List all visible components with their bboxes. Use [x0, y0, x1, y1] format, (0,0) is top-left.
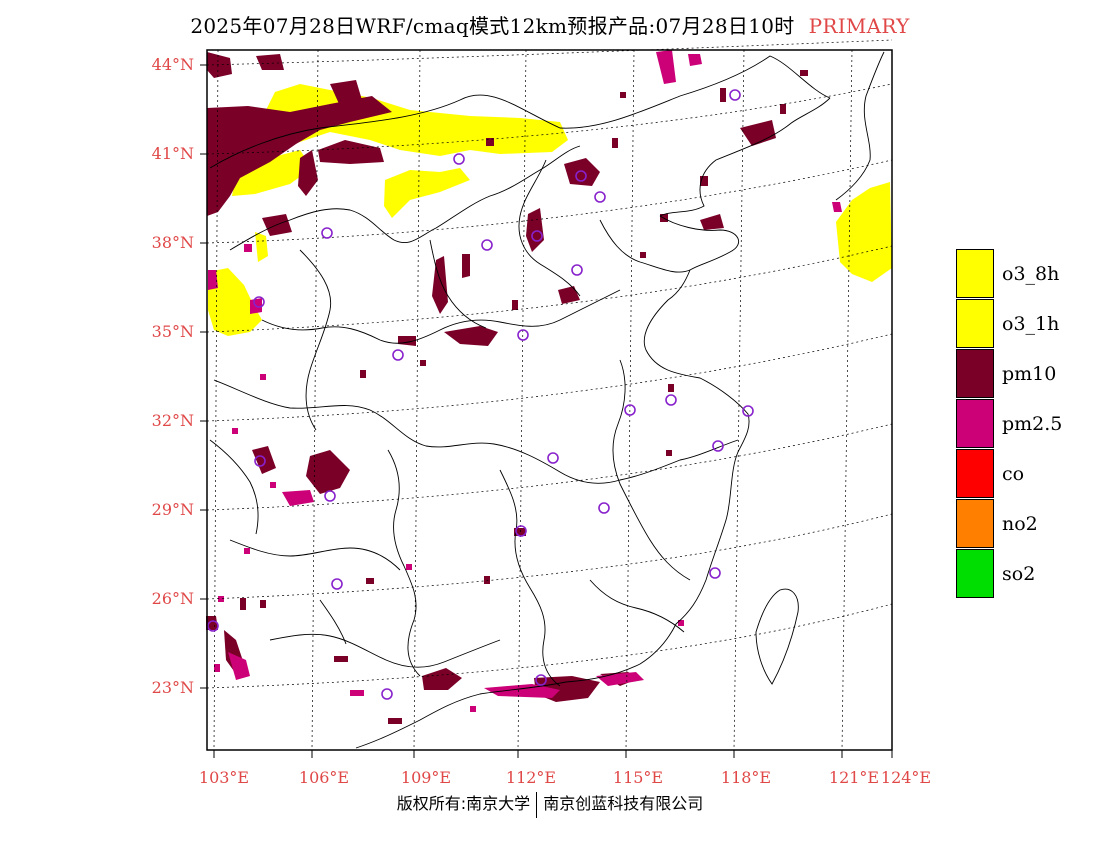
map-frame	[206, 49, 893, 751]
pollutant-legend: o3_8h o3_1h pm10 pm2.5 co no2 so2	[956, 249, 1076, 599]
lon-label-124e: 124°E	[880, 768, 932, 787]
boundary-lines	[209, 51, 885, 749]
legend-item-co: co	[956, 449, 1076, 499]
lat-label-41n: 41°N	[151, 144, 194, 163]
lat-label-26n: 26°N	[151, 589, 194, 608]
graticule	[206, 39, 893, 751]
legend-label: co	[1002, 463, 1025, 485]
lon-label-106e: 106°E	[298, 768, 350, 787]
lat-label-23n: 23°N	[151, 678, 194, 697]
map-title: 2025年07月28日WRF/cmaq模式12km预报产品:07月28日10时 P…	[0, 10, 1100, 39]
lon-label-115e: 115°E	[612, 768, 664, 787]
legend-label: o3_1h	[1002, 313, 1060, 335]
legend-item-no2: no2	[956, 499, 1076, 549]
legend-swatch	[956, 299, 994, 348]
scattered-pixels	[214, 70, 808, 724]
copyright-footer: 版权所有:南京大学 南京创蓝科技有限公司	[0, 790, 1100, 818]
title-text: 2025年07月28日WRF/cmaq模式12km预报产品:07月28日10时	[190, 14, 795, 38]
lon-label-103e: 103°E	[198, 768, 250, 787]
lon-label-109e: 109°E	[400, 768, 452, 787]
legend-item-o3-1h: o3_1h	[956, 299, 1076, 349]
legend-swatch	[956, 549, 994, 598]
station-markers	[207, 89, 754, 700]
lat-label-29n: 29°N	[151, 500, 194, 519]
legend-label: so2	[1002, 563, 1036, 585]
lon-label-112e: 112°E	[505, 768, 557, 787]
lat-label-35n: 35°N	[151, 322, 194, 341]
lat-label-32n: 32°N	[151, 411, 194, 430]
legend-item-so2: so2	[956, 549, 1076, 599]
legend-item-pm10: pm10	[956, 349, 1076, 399]
legend-label: pm10	[1002, 363, 1057, 385]
axis-ticks	[200, 64, 893, 758]
legend-swatch	[956, 249, 994, 298]
legend-swatch	[956, 499, 994, 548]
primary-tag: PRIMARY	[808, 14, 910, 38]
lon-label-121e: 121°E	[828, 768, 880, 787]
pm25-field	[208, 50, 842, 698]
legend-label: pm2.5	[1002, 413, 1063, 435]
legend-item-pm25: pm2.5	[956, 399, 1076, 449]
lon-label-118e: 118°E	[720, 768, 772, 787]
legend-swatch	[956, 399, 994, 448]
legend-label: no2	[1002, 513, 1038, 535]
lat-label-44n: 44°N	[151, 55, 194, 74]
footer-divider	[536, 791, 538, 818]
legend-item-o3-8h: o3_8h	[956, 249, 1076, 299]
legend-swatch	[956, 349, 994, 398]
copyright-owner: 版权所有:南京大学	[396, 794, 531, 813]
legend-swatch	[956, 449, 994, 498]
lat-label-38n: 38°N	[151, 233, 194, 252]
legend-label: o3_8h	[1002, 263, 1060, 285]
copyright-company: 南京创蓝科技有限公司	[543, 794, 704, 813]
